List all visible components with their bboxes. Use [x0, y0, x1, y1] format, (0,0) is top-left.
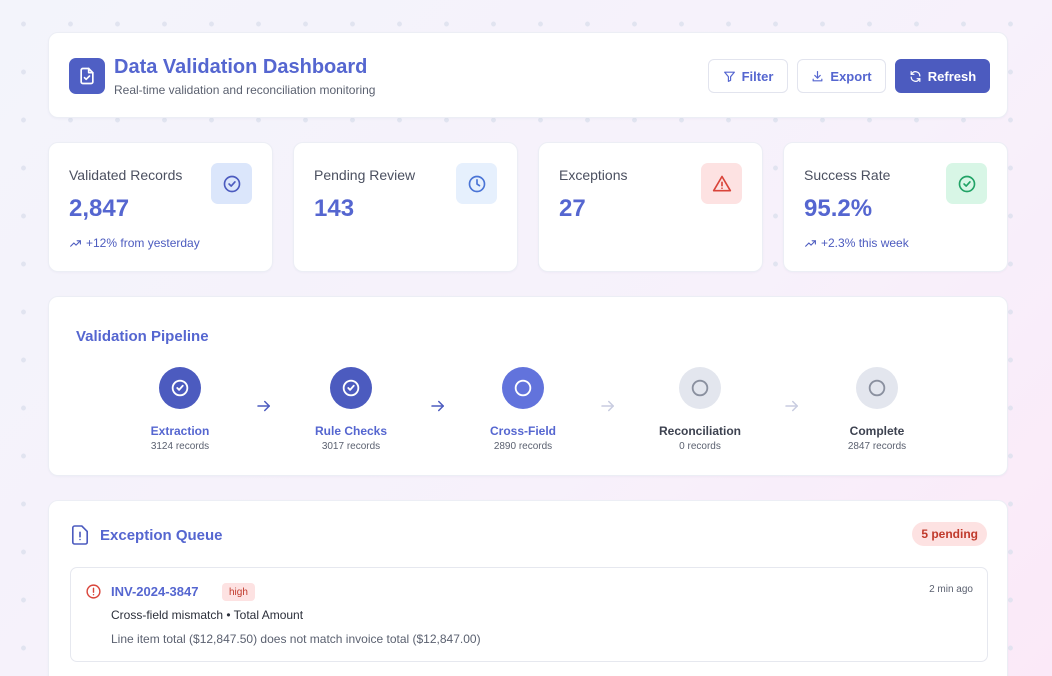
circle-icon [502, 367, 544, 409]
step-count: 2890 records [493, 441, 553, 452]
exception-description: Line item total ($12,847.50) does not ma… [111, 632, 481, 646]
stat-trend-text: +12% from yesterday [86, 236, 200, 250]
step-name: Complete [849, 424, 905, 438]
export-button[interactable]: Export [797, 59, 886, 93]
pipeline-step-complete[interactable]: Complete 2847 records [807, 367, 947, 452]
exception-item[interactable]: INV-2024-3847 high 2 min ago Cross-field… [70, 567, 988, 662]
filter-icon [723, 71, 735, 82]
stat-value: 27 [559, 195, 586, 222]
filter-button[interactable]: Filter [708, 59, 788, 93]
stat-card-pending: Pending Review 143 [293, 142, 518, 272]
check-circle-icon [946, 163, 987, 204]
exception-queue-title: Exception Queue [100, 527, 223, 544]
alert-circle-icon [86, 584, 101, 599]
document-check-icon [69, 58, 105, 94]
clock-icon [456, 163, 497, 204]
step-count: 3017 records [321, 441, 381, 452]
stat-trend-text: +2.3% this week [821, 236, 909, 250]
stat-value: 95.2% [804, 195, 873, 222]
check-circle-icon [159, 367, 201, 409]
check-circle-icon [330, 367, 372, 409]
stat-label: Exceptions [559, 167, 628, 183]
export-label: Export [830, 68, 872, 84]
trending-up-icon [70, 239, 81, 247]
exception-type: Cross-field mismatch • Total Amount [111, 608, 304, 622]
pipeline-step-reconciliation[interactable]: Reconciliation 0 records [630, 367, 770, 452]
stat-card-exceptions: Exceptions 27 [538, 142, 763, 272]
stat-card-success-rate: Success Rate 95.2% +2.3% this week [783, 142, 1008, 272]
step-name: Extraction [150, 424, 210, 438]
stat-trend: +12% from yesterday [69, 236, 200, 250]
refresh-icon [910, 70, 921, 82]
pending-count-badge: 5 pending [912, 522, 987, 546]
pipeline-step-extraction[interactable]: Extraction 3124 records [110, 367, 250, 452]
arrow-right-icon [601, 400, 614, 412]
page-title: Data Validation Dashboard [114, 56, 368, 78]
circle-icon [856, 367, 898, 409]
exception-queue: Exception Queue 5 pending INV-2024-3847 … [48, 500, 1008, 676]
step-name: Reconciliation [658, 424, 741, 438]
refresh-button[interactable]: Refresh [895, 59, 990, 93]
stat-label: Success Rate [804, 167, 891, 183]
pipeline-step-rule-checks[interactable]: Rule Checks 3017 records [281, 367, 421, 452]
pipeline-title: Validation Pipeline [76, 328, 209, 345]
stat-label: Pending Review [314, 167, 416, 183]
pipeline-step-cross-field[interactable]: Cross-Field 2890 records [453, 367, 593, 452]
circle-icon [679, 367, 721, 409]
page-subtitle: Real-time validation and reconciliation … [114, 83, 376, 97]
severity-badge: high [222, 583, 255, 601]
validation-pipeline: Validation Pipeline Extraction 3124 reco… [48, 296, 1008, 476]
check-circle-icon [211, 163, 252, 204]
arrow-right-icon [431, 400, 444, 412]
step-count: 0 records [679, 441, 721, 452]
stat-trend: +2.3% this week [804, 236, 909, 250]
step-count: 3124 records [150, 441, 210, 452]
arrow-right-icon [257, 400, 270, 412]
warning-triangle-icon [701, 163, 742, 204]
stat-value: 143 [314, 195, 355, 222]
stat-label: Validated Records [69, 167, 183, 183]
trending-up-icon [805, 239, 816, 247]
step-count: 2847 records [847, 441, 907, 452]
dashboard-header: Data Validation Dashboard Real-time vali… [48, 32, 1008, 118]
exception-timestamp: 2 min ago [929, 584, 973, 595]
document-alert-icon [71, 525, 89, 545]
step-name: Cross-Field [489, 424, 556, 438]
refresh-label: Refresh [927, 68, 977, 84]
exception-id-link[interactable]: INV-2024-3847 [111, 584, 199, 599]
download-icon [812, 70, 823, 81]
filter-label: Filter [741, 68, 774, 84]
stat-value: 2,847 [69, 195, 130, 222]
stat-card-validated: Validated Records 2,847 +12% from yester… [48, 142, 273, 272]
step-name: Rule Checks [314, 424, 388, 438]
arrow-right-icon [785, 400, 798, 412]
